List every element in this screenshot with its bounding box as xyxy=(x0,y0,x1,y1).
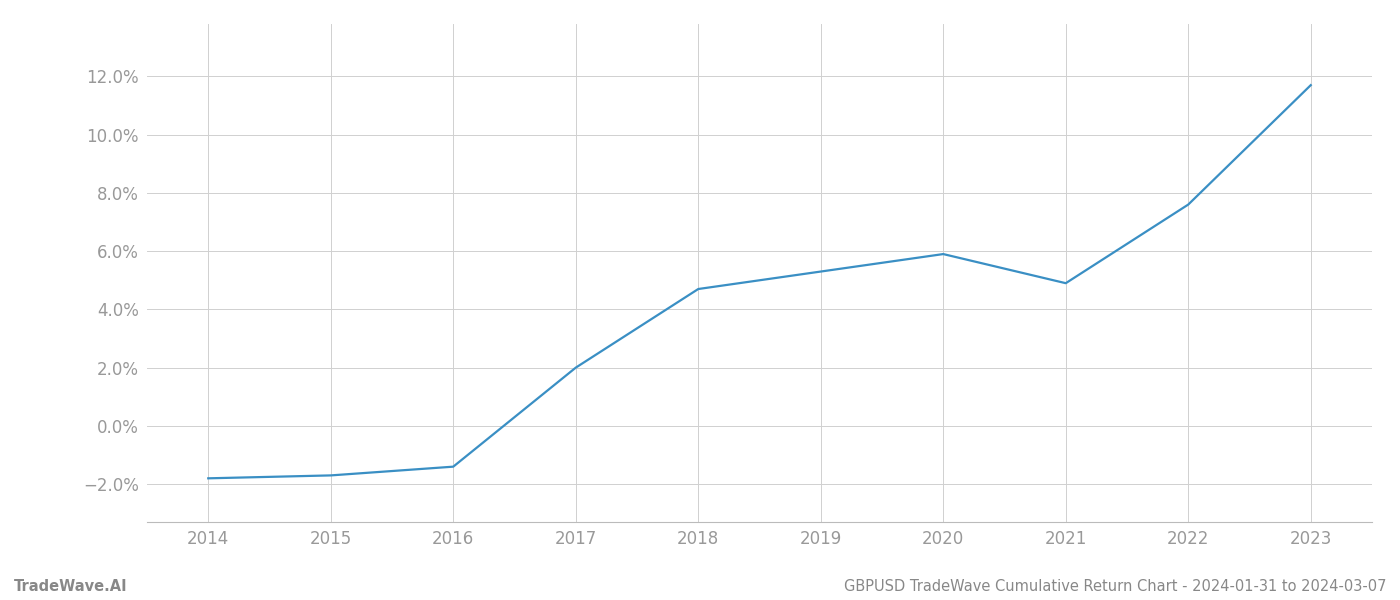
Text: GBPUSD TradeWave Cumulative Return Chart - 2024-01-31 to 2024-03-07: GBPUSD TradeWave Cumulative Return Chart… xyxy=(843,579,1386,594)
Text: TradeWave.AI: TradeWave.AI xyxy=(14,579,127,594)
